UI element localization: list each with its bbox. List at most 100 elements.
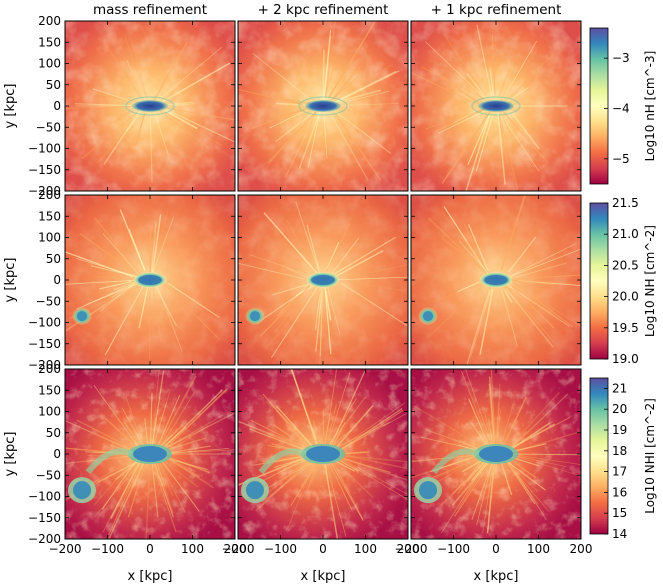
filament [426,429,486,452]
filament [505,287,554,348]
filament [125,396,144,448]
column-title-1kpc-refinement: + 1 kpc refinement [430,2,562,18]
filament [314,288,322,331]
filament [499,403,514,450]
filament [427,217,489,276]
filament [470,286,493,358]
filament [513,262,567,279]
y-tick-label: −150 [28,337,61,351]
filament [498,61,513,97]
filament [511,280,556,286]
filament [317,291,322,328]
filament [307,115,320,168]
filament [267,111,317,164]
x-tick-label: −100 [264,542,297,556]
filament [165,388,228,449]
main-disk [305,100,341,112]
x-tick-label: 0 [492,542,500,556]
filament [94,461,142,518]
panel-N_HI-3 [411,369,581,539]
filament [76,419,138,452]
x-tick-label: 0 [146,542,154,556]
filament [249,254,316,278]
filament [326,222,351,271]
filament [512,285,552,314]
filament [411,454,482,463]
filament [163,111,223,146]
filament [506,457,547,521]
filament [251,106,310,129]
filament [471,460,489,482]
filament [498,116,509,165]
filament [454,108,486,120]
filament [489,67,495,96]
filament [334,90,390,105]
filament [425,108,486,130]
filament [332,70,397,104]
tidal-stream [258,448,307,475]
filament [502,284,532,310]
y-tick-label: 200 [38,188,61,202]
main-disk-halo [471,96,521,116]
x-tick-label: 200 [570,542,593,556]
y-tick-label: 100 [38,231,61,245]
colorbar-tick-label: 19.0 [612,352,639,366]
filament [508,53,554,99]
filament [97,458,144,483]
filament [156,46,222,102]
filament [511,285,555,329]
filament [153,392,170,448]
filament [295,201,321,276]
x-tick-label: 100 [527,542,550,556]
filament [467,115,490,165]
colorbar-N_H [589,202,609,360]
filament [159,390,196,450]
filament [516,454,581,465]
y-tick-label: 50 [46,78,61,92]
colorbar-tick-label: −3 [612,51,630,65]
filament [152,214,162,273]
main-disk-core [484,275,508,285]
filament [323,116,328,159]
filament [155,394,181,451]
filament [324,44,334,98]
filament [505,107,549,121]
filament [103,110,141,165]
filament [76,282,135,310]
filament [312,290,321,327]
filament [157,460,174,497]
main-disk-core [311,275,335,285]
filament [443,34,486,97]
filament [154,111,169,155]
filament [287,459,316,528]
colorbar-tick-label: 19.5 [612,321,639,335]
filament [339,408,403,451]
filament [457,281,480,293]
filament [475,115,493,172]
filament [501,115,539,171]
filament [90,265,143,279]
x-tick-label: 0 [319,542,327,556]
filament [331,115,369,181]
filament [334,236,397,275]
colorbar-n_H [589,27,609,185]
filament [504,457,529,492]
filament [151,463,159,518]
filament [149,392,153,449]
filament [441,111,491,184]
filament [307,461,320,490]
filament [465,369,494,449]
filament [491,463,496,486]
filament [513,282,574,328]
filament [495,401,500,446]
filament [461,370,493,450]
filament [152,464,177,533]
filament [331,237,360,274]
filament [326,397,357,449]
filament [326,462,334,485]
y-tick-label: −200 [28,358,61,372]
filament [510,454,567,468]
filament [161,460,200,512]
filament [510,243,576,277]
